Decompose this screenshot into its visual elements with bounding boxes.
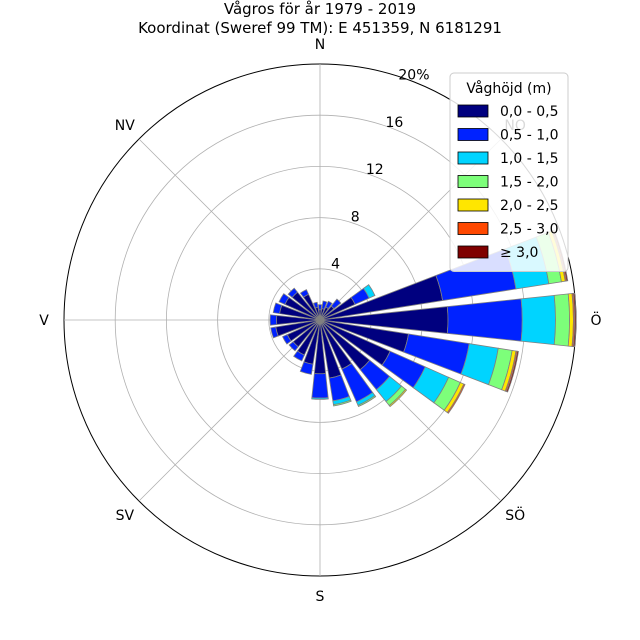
legend-swatch	[457, 128, 489, 141]
rose-bar	[362, 284, 376, 299]
rose-bar	[269, 314, 278, 326]
rose-bar	[388, 388, 408, 408]
rose-bar	[313, 301, 319, 309]
rose-bar	[446, 383, 466, 414]
direction-label: SÖ	[505, 506, 525, 524]
legend-swatch	[457, 175, 489, 188]
rose-bar	[520, 294, 556, 346]
legend-swatch	[457, 245, 489, 259]
legend-label: 2,5 - 3,0	[500, 222, 558, 238]
grid-spoke	[138, 319, 321, 502]
rose-bar	[311, 373, 329, 399]
rose-bar	[282, 334, 292, 345]
rose-bar	[272, 302, 283, 315]
radial-tick-label: 8	[351, 209, 360, 225]
chart-subtitle: Koordinat (Sweref 99 TM): E 451359, N 61…	[138, 19, 502, 37]
rose-bar	[553, 293, 571, 347]
rose-bar	[332, 399, 352, 407]
rose-bar	[325, 300, 333, 310]
rose-bar	[278, 293, 290, 305]
rose-bar	[330, 298, 342, 310]
grid-spoke	[138, 138, 321, 321]
radial-tick-label: 16	[385, 115, 403, 131]
legend-label: 1,5 - 2,0	[500, 175, 558, 191]
radial-tick-label: 4	[331, 257, 340, 273]
legend-label: 0,0 - 0,5	[500, 104, 558, 120]
rose-bar	[572, 292, 577, 348]
legend-label: ≥ 3,0	[500, 245, 538, 261]
rose-bar	[293, 350, 305, 362]
direction-label: Ö	[590, 311, 601, 329]
legend-swatch	[457, 104, 489, 118]
direction-label: SV	[116, 508, 135, 524]
legend-swatch	[457, 198, 489, 212]
direction-label: V	[39, 313, 49, 329]
rose-bar	[270, 326, 279, 339]
rose-bar	[299, 289, 310, 298]
direction-label: NV	[115, 118, 135, 134]
rose-bar	[299, 361, 314, 375]
rose-bar	[321, 300, 328, 310]
rose-bar	[357, 395, 377, 408]
legend-label: 2,0 - 2,5	[500, 198, 558, 214]
legend-label: 1,0 - 1,5	[500, 151, 558, 167]
legend-title: Våghöjd (m)	[466, 80, 551, 97]
direction-label: S	[316, 589, 325, 605]
rose-bar	[287, 287, 299, 299]
radial-tick-label: 12	[366, 162, 384, 178]
rose-bar	[446, 298, 523, 342]
rose-bars	[269, 229, 577, 414]
legend: Våghöjd (m) 0,0 - 0,5 0,5 - 1,0 1,0 - 1,5 1,…	[449, 72, 569, 272]
chart-title: Vågros för år 1979 - 2019	[224, 0, 416, 18]
direction-label: N	[315, 37, 325, 53]
radial-tick-label: 20%	[398, 67, 429, 83]
legend-box	[449, 72, 569, 272]
rose-bar	[317, 304, 323, 311]
legend-swatch	[457, 222, 489, 235]
radial-tick-labels: 4 8 12 16 20%	[331, 67, 429, 272]
rose-bar	[505, 350, 519, 393]
legend-swatch	[457, 151, 489, 165]
rose-bar	[288, 341, 299, 352]
legend-label: 0,5 - 1,0	[500, 128, 558, 144]
rose-bar	[311, 397, 329, 400]
